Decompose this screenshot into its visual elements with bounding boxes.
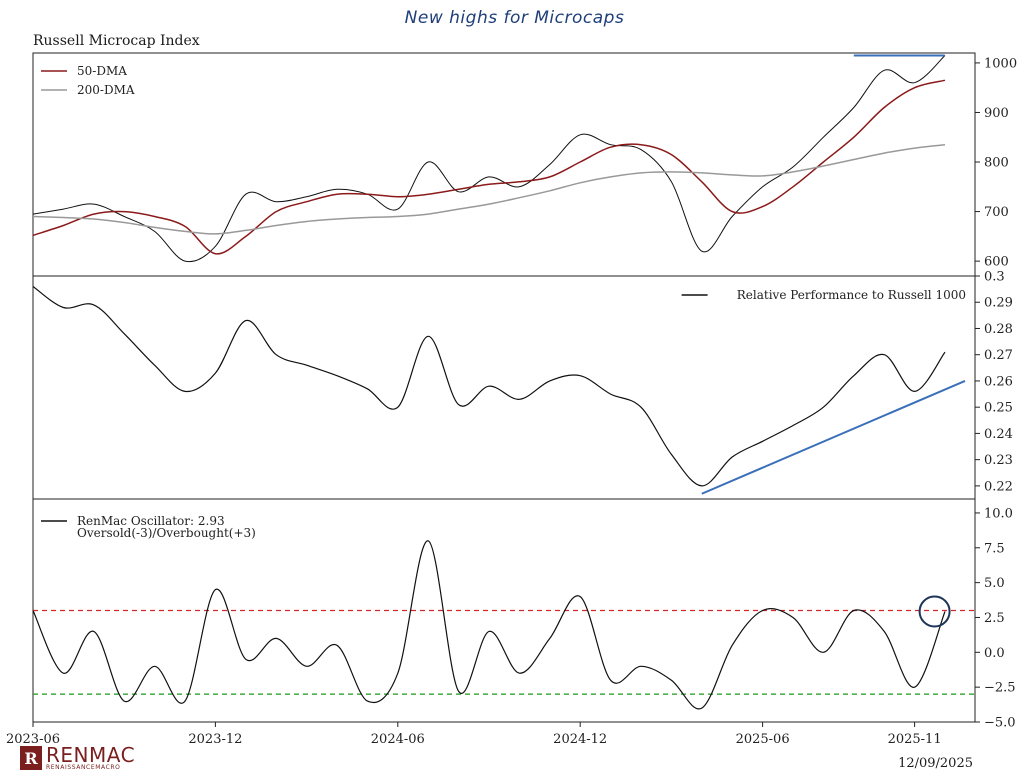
relative-legend-label: Relative Performance to Russell 1000 xyxy=(737,288,966,302)
oscillator-series-line xyxy=(32,540,946,710)
oscillator-legend-label: RenMac Oscillator: 2.93 xyxy=(77,514,225,528)
x-tick-label: 2024-12 xyxy=(553,732,607,747)
chart-title: Russell Microcap Index xyxy=(33,33,200,49)
relative-ytick-label: 0.27 xyxy=(984,348,1013,363)
x-tick-label: 2023-06 xyxy=(6,732,60,747)
price-panel: 600 700 800 900 1000 50-DMA 200-DMA xyxy=(32,52,1017,277)
relative-ytick-label: 0.25 xyxy=(984,401,1013,416)
oscillator-ytick-label: 0.0 xyxy=(984,646,1005,661)
price-ytick-label: 600 xyxy=(984,255,1009,270)
dma50-legend-label: 50-DMA xyxy=(77,64,127,78)
price-ytick-label: 700 xyxy=(984,205,1009,220)
oscillator-ytick-label: 10.0 xyxy=(984,506,1013,521)
relative-panel-frame xyxy=(32,275,976,500)
x-tick-label: 2023-12 xyxy=(188,732,242,747)
relative-panel: 0.22 0.23 0.24 0.25 0.26 0.27 0.28 0.29 0.3 Relat… xyxy=(32,270,1013,500)
relative-trendline xyxy=(701,380,966,495)
price-ytick-label: 900 xyxy=(984,106,1009,121)
relative-series-line xyxy=(32,286,946,487)
price-series-50-dma xyxy=(32,79,946,255)
relative-ytick-label: 0.24 xyxy=(984,427,1013,442)
relative-ytick-label: 0.28 xyxy=(984,322,1013,337)
x-tick-label: 2025-06 xyxy=(736,732,790,747)
logo-sub: RENAISSANCEMACRO xyxy=(46,764,121,771)
logo-name: RENMAC xyxy=(46,743,136,767)
oscillator-panel: −5.0 −2.5 0.0 2.5 5.0 7.5 10.0 RenMac Oscillato… xyxy=(6,498,1016,747)
oscillator-ytick-label: 2.5 xyxy=(984,611,1005,626)
x-tick-label: 2025-11 xyxy=(888,732,942,747)
highlight-circle xyxy=(918,595,951,628)
price-series-200-dma xyxy=(32,143,946,235)
relative-ytick-label: 0.23 xyxy=(984,453,1013,468)
price-ytick-label: 1000 xyxy=(984,56,1017,71)
relative-ytick-label: 0.29 xyxy=(984,296,1013,311)
price-series-price xyxy=(32,55,946,263)
oscillator-ytick-label: 5.0 xyxy=(984,576,1005,591)
oscillator-legend-label-2: Oversold(-3)/Overbought(+3) xyxy=(77,526,256,540)
relative-ytick-label: 0.3 xyxy=(984,270,1005,285)
logo-mark: R xyxy=(20,746,42,770)
oscillator-ytick-label: −5.0 xyxy=(984,716,1016,731)
x-tick-label: 2024-06 xyxy=(371,732,425,747)
oscillator-ytick-label: −2.5 xyxy=(984,681,1016,696)
headline-annotation: New highs for Microcaps xyxy=(404,8,625,28)
oscillator-ytick-label: 7.5 xyxy=(984,541,1005,556)
renmac-logo: R RENMAC RENAISSANCEMACRO xyxy=(20,745,135,771)
relative-ytick-label: 0.26 xyxy=(984,374,1013,389)
dma200-legend-label: 200-DMA xyxy=(77,83,135,97)
price-ytick-label: 800 xyxy=(984,156,1009,171)
date-stamp: 12/09/2025 xyxy=(898,756,973,771)
relative-ytick-label: 0.22 xyxy=(984,479,1013,494)
